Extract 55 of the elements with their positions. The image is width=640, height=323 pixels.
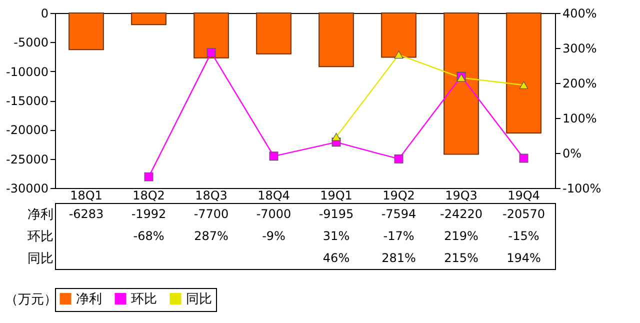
data-label: -9%	[262, 229, 286, 243]
x-tick-label: 19Q1	[320, 188, 352, 202]
y-tick-label: -15000	[6, 94, 48, 108]
data-label: -7700	[194, 207, 229, 221]
point	[332, 132, 341, 141]
data-label: 46%	[322, 251, 350, 265]
data-label: -68%	[133, 229, 164, 243]
y-tick-label: -5000	[14, 36, 48, 50]
point	[519, 154, 528, 163]
legend-label: 同比	[186, 292, 212, 307]
y-tick-label: -10000	[6, 64, 48, 79]
data-label: 215%	[444, 251, 478, 265]
text: （万元）	[4, 292, 57, 308]
x-tick-label: 18Q1	[70, 188, 102, 202]
data-label: -6283	[68, 207, 104, 221]
data-label: 219%	[444, 229, 478, 243]
x-tick-label: 19Q2	[382, 188, 415, 202]
data-label: -20570	[502, 207, 546, 221]
text: 净利	[28, 208, 54, 222]
x-tick-label: 18Q4	[258, 188, 290, 202]
point	[206, 48, 216, 58]
y2-tick-label: 400%	[562, 6, 597, 20]
y2-tick-label: 300%	[562, 42, 597, 56]
x-tick-label: 18Q3	[195, 188, 228, 202]
data-label: 194%	[506, 251, 541, 265]
data-label: -17%	[383, 229, 414, 243]
y2-tick-label: 200%	[562, 76, 597, 90]
data-label: -7000	[256, 207, 292, 221]
point	[394, 50, 404, 59]
y-tick-label: -25000	[6, 152, 48, 166]
legend-label: 净利	[76, 292, 102, 307]
data-label: -15%	[508, 229, 540, 243]
y2-tick-label: 0%	[562, 146, 582, 160]
x-tick-label: 19Q4	[508, 188, 540, 202]
data-label: -24220	[440, 207, 483, 221]
point	[519, 81, 528, 90]
text: 同比	[28, 252, 54, 266]
data-label: 31%	[322, 229, 350, 243]
y-tick-label: -30000	[6, 182, 48, 196]
point	[269, 152, 278, 161]
y2-tick-label: 100%	[562, 112, 597, 126]
point	[144, 172, 154, 182]
point	[394, 154, 404, 164]
legend-label: 环比	[131, 292, 157, 307]
x-tick-label: 19Q3	[445, 188, 478, 202]
data-label: 287%	[194, 229, 228, 243]
data-label: -1992	[131, 207, 166, 221]
x-tick-label: 18Q2	[132, 188, 165, 202]
y-tick-label: -20000	[6, 123, 48, 138]
y2-tick-label: -100%	[562, 182, 602, 196]
data-label: -7594	[381, 207, 416, 221]
text: 环比	[28, 230, 54, 244]
data-label: 281%	[382, 251, 416, 265]
data-label: -9195	[318, 207, 354, 221]
y-tick-label: 0	[40, 6, 48, 20]
